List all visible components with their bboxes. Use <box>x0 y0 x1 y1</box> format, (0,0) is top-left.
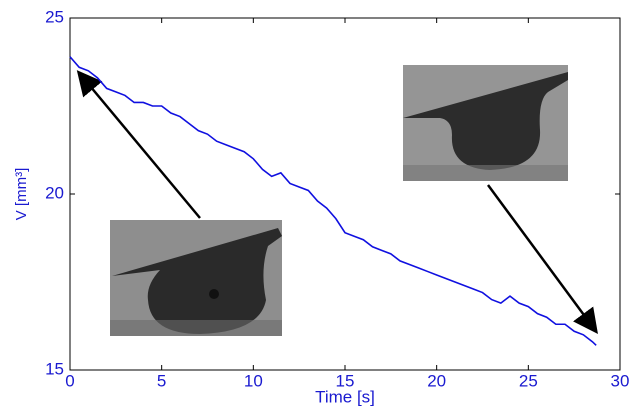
x-tick-label: 5 <box>157 371 166 390</box>
y-tick-label: 20 <box>45 183 64 202</box>
arrow <box>486 184 598 335</box>
x-tick-label: 30 <box>611 371 630 390</box>
x-tick-label: 15 <box>336 371 355 390</box>
x-tick-label: 10 <box>244 371 263 390</box>
data-line <box>69 56 597 346</box>
arrow <box>76 70 201 219</box>
inset-right <box>403 65 568 181</box>
inset-left <box>110 220 282 336</box>
x-axis-label: Time [s] <box>315 387 375 406</box>
x-tick-label: 25 <box>519 371 538 390</box>
y-axis-label: V [mm³] <box>13 168 30 221</box>
y-tick-label: 15 <box>45 359 64 378</box>
x-tick-label: 0 <box>65 371 74 390</box>
x-tick-label: 20 <box>427 371 446 390</box>
y-tick-label: 25 <box>45 7 64 26</box>
